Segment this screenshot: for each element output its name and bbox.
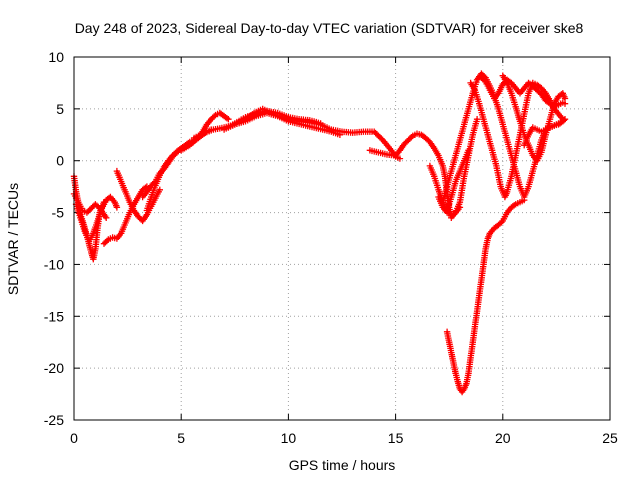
x-tick-label: 20 bbox=[495, 430, 511, 446]
series-markers bbox=[521, 116, 569, 149]
series-arc-03 bbox=[72, 193, 121, 245]
y-axis-label: SDTVAR / TECUs bbox=[5, 183, 21, 295]
series-arc-04 bbox=[100, 183, 151, 247]
x-tick-label: 15 bbox=[388, 430, 404, 446]
x-axis-label: GPS time / hours bbox=[289, 457, 396, 473]
plot-frame bbox=[73, 56, 611, 421]
series-arc-14 bbox=[435, 116, 481, 218]
y-tick-label: 10 bbox=[48, 49, 64, 65]
series-arc-11 bbox=[225, 105, 344, 138]
series-arc-16 bbox=[443, 196, 528, 396]
grid bbox=[74, 57, 610, 420]
y-tick-label: -15 bbox=[44, 308, 64, 324]
series-arc-20 bbox=[521, 116, 569, 149]
series-arc-05 bbox=[113, 167, 163, 225]
series-markers bbox=[72, 193, 121, 245]
series-markers bbox=[443, 196, 528, 396]
x-tick-label: 25 bbox=[602, 430, 618, 446]
series-markers bbox=[70, 173, 108, 263]
y-tick-label: -10 bbox=[44, 256, 64, 272]
plot-area bbox=[70, 70, 569, 396]
x-tick-label: 10 bbox=[281, 430, 297, 446]
tick-labels: 0 5 10 15 20 25 -25 -20 -15 -10 -5 0 5 10 bbox=[44, 49, 618, 446]
series-markers bbox=[435, 116, 481, 218]
y-tick-label: -25 bbox=[44, 412, 64, 428]
series-trace bbox=[445, 199, 526, 394]
ticks bbox=[73, 56, 611, 421]
x-tick-label: 5 bbox=[177, 430, 185, 446]
series-arc-19 bbox=[499, 72, 569, 164]
series-arc-01 bbox=[70, 173, 108, 263]
y-tick-label: 5 bbox=[56, 101, 64, 117]
chart-title: Day 248 of 2023, Sidereal Day-to-day VTE… bbox=[75, 20, 584, 36]
series-markers bbox=[499, 72, 569, 164]
x-tick-label: 0 bbox=[70, 430, 78, 446]
y-tick-label: -20 bbox=[44, 360, 64, 376]
y-tick-label: 0 bbox=[56, 153, 64, 169]
y-tick-label: -5 bbox=[52, 205, 65, 221]
series-markers bbox=[225, 105, 344, 138]
